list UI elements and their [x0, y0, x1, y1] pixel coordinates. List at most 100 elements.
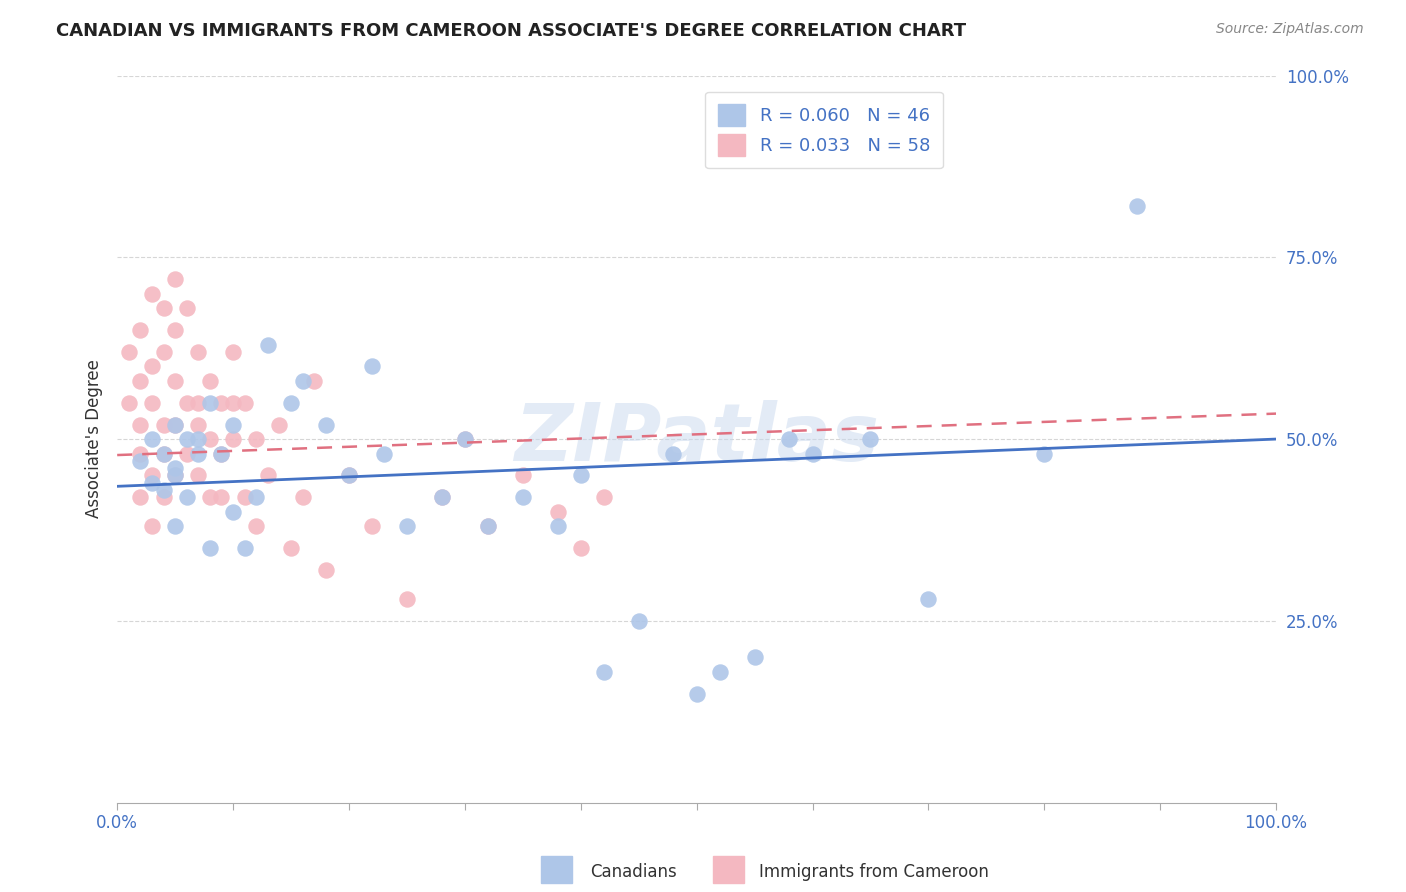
Point — [141, 432, 163, 446]
Point — [187, 344, 209, 359]
Point — [141, 359, 163, 374]
Point — [744, 650, 766, 665]
Point — [165, 417, 187, 432]
Point — [291, 374, 314, 388]
Point — [593, 665, 616, 679]
Legend: R = 0.060   N = 46, R = 0.033   N = 58: R = 0.060 N = 46, R = 0.033 N = 58 — [706, 92, 942, 169]
Point — [280, 541, 302, 555]
Point — [129, 374, 152, 388]
Point — [477, 519, 499, 533]
Point — [430, 490, 453, 504]
Point — [373, 447, 395, 461]
Point — [176, 301, 198, 315]
Point — [211, 395, 233, 409]
Point — [198, 395, 221, 409]
Point — [245, 432, 267, 446]
Point — [222, 432, 245, 446]
Point — [430, 490, 453, 504]
Point — [152, 344, 174, 359]
Point — [1126, 199, 1149, 213]
Point — [152, 483, 174, 497]
Point — [1033, 447, 1056, 461]
Point — [152, 301, 174, 315]
Point — [222, 344, 245, 359]
Point — [233, 541, 256, 555]
Point — [152, 447, 174, 461]
Point — [685, 687, 707, 701]
Point — [176, 395, 198, 409]
Point — [269, 417, 291, 432]
Point — [859, 432, 882, 446]
Point — [187, 447, 209, 461]
Point — [709, 665, 731, 679]
Point — [176, 490, 198, 504]
Point — [118, 395, 141, 409]
Point — [547, 519, 569, 533]
Point — [222, 417, 245, 432]
Point — [198, 541, 221, 555]
Point — [454, 432, 477, 446]
Point — [176, 432, 198, 446]
Point — [198, 374, 221, 388]
Point — [569, 468, 592, 483]
Point — [547, 505, 569, 519]
Point — [395, 519, 418, 533]
Point — [129, 454, 152, 468]
Point — [165, 468, 187, 483]
Point — [315, 563, 337, 577]
Point — [187, 432, 209, 446]
Point — [222, 505, 245, 519]
Point — [454, 432, 477, 446]
Point — [257, 337, 280, 351]
Point — [211, 490, 233, 504]
Point — [569, 541, 592, 555]
Point — [245, 519, 267, 533]
Point — [512, 468, 534, 483]
Text: CANADIAN VS IMMIGRANTS FROM CAMEROON ASSOCIATE'S DEGREE CORRELATION CHART: CANADIAN VS IMMIGRANTS FROM CAMEROON ASS… — [56, 22, 966, 40]
Point — [165, 323, 187, 337]
Point — [593, 490, 616, 504]
Point — [778, 432, 800, 446]
Point — [141, 468, 163, 483]
Point — [165, 417, 187, 432]
Point — [165, 272, 187, 286]
Point — [165, 519, 187, 533]
Point — [187, 468, 209, 483]
Point — [211, 447, 233, 461]
Point — [337, 468, 360, 483]
Point — [512, 490, 534, 504]
Point — [315, 417, 337, 432]
Point — [176, 447, 198, 461]
Point — [152, 490, 174, 504]
Point — [152, 417, 174, 432]
Point — [187, 395, 209, 409]
Point — [395, 592, 418, 607]
Point — [302, 374, 325, 388]
Point — [245, 490, 267, 504]
Point — [198, 490, 221, 504]
Point — [129, 417, 152, 432]
Text: Source: ZipAtlas.com: Source: ZipAtlas.com — [1216, 22, 1364, 37]
Y-axis label: Associate's Degree: Associate's Degree — [86, 359, 103, 518]
Point — [662, 447, 685, 461]
Point — [187, 417, 209, 432]
Point — [257, 468, 280, 483]
Point — [118, 344, 141, 359]
Point — [280, 395, 302, 409]
Point — [222, 395, 245, 409]
Point — [141, 395, 163, 409]
Point — [211, 447, 233, 461]
Point — [198, 432, 221, 446]
Point — [129, 447, 152, 461]
Point — [361, 519, 384, 533]
Point — [152, 447, 174, 461]
Point — [361, 359, 384, 374]
Point — [337, 468, 360, 483]
Point — [129, 490, 152, 504]
Point — [129, 323, 152, 337]
Point — [165, 468, 187, 483]
Point — [165, 374, 187, 388]
Point — [141, 475, 163, 490]
Point — [917, 592, 939, 607]
Point — [233, 490, 256, 504]
